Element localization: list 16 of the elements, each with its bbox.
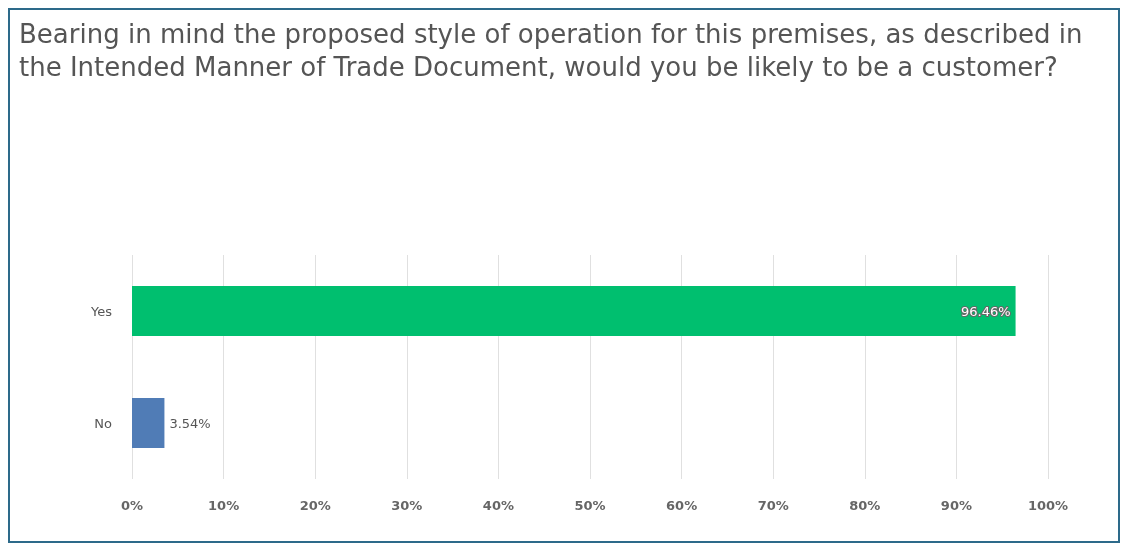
x-tick-label: 20% [299, 498, 331, 513]
x-tick-label: 0% [120, 498, 144, 513]
x-tick-label: 10% [208, 498, 240, 513]
x-tick-label: 30% [391, 498, 423, 513]
x-tick-label: 50% [574, 498, 606, 513]
x-tick-label: 90% [940, 498, 972, 513]
chart-title: Bearing in mind the proposed style of operation for this premises, as described in the Intended Manner of Trade Document, would you be likely to be a customer? [19, 18, 1091, 82]
data-label: 96.46% [961, 303, 1011, 319]
x-tick-label: 40% [482, 498, 514, 513]
x-tick-label: 100% [1027, 498, 1069, 513]
x-tick-label: 80% [849, 498, 881, 513]
y-tick-label: No [94, 415, 113, 431]
x-tick-label: 70% [757, 498, 789, 513]
y-tick-label: Yes [90, 303, 113, 319]
x-tick-label: 60% [666, 498, 698, 513]
data-label: 3.54% [169, 415, 211, 431]
